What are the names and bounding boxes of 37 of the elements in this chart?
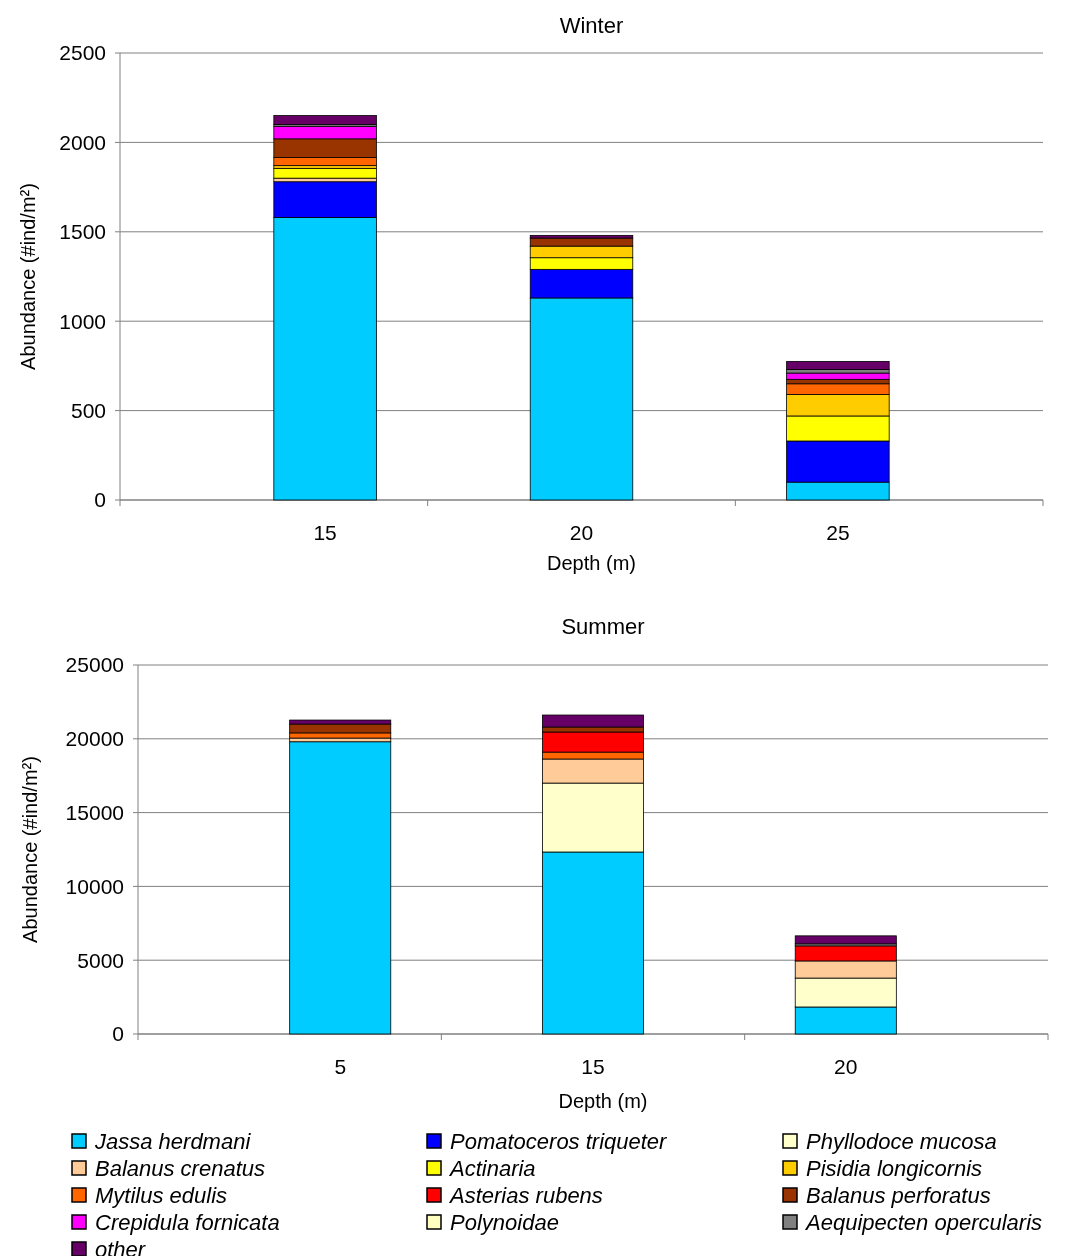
legend-label: Mytilus edulis: [95, 1182, 228, 1208]
y-tick-label: 15000: [65, 800, 124, 824]
y-tick-label: 2500: [59, 41, 106, 65]
legend-label: Phyllodoce mucosa: [806, 1128, 997, 1154]
legend-label: Pisidia longicornis: [806, 1155, 983, 1181]
legend-label: other: [95, 1236, 147, 1256]
y-tick-label: 10000: [65, 874, 124, 898]
legend-label: Balanus crenatus: [95, 1155, 265, 1181]
y-tick-label: 20000: [65, 727, 124, 751]
x-axis-title: Depth (m): [547, 552, 636, 574]
x-axis-title: Depth (m): [558, 1090, 648, 1112]
y-tick-label: 0: [94, 488, 106, 512]
x-tick-label: 5: [334, 1055, 347, 1078]
legend-label: Jassa herdmani: [94, 1128, 252, 1154]
legend-label: Crepidula fornicata: [95, 1209, 280, 1235]
legend-label: Balanus perforatus: [806, 1182, 991, 1208]
y-tick-label: 25000: [65, 653, 124, 677]
x-tick-label: 15: [313, 521, 337, 544]
y-axis-title: Abundance (#ind/m²): [19, 756, 41, 943]
y-axis-title: Abundance (#ind/m²): [17, 183, 39, 370]
legend-label: Pomatoceros triqueter: [450, 1128, 669, 1154]
legend-label: Asterias rubens: [448, 1182, 603, 1208]
legend-label: Actinaria: [448, 1155, 536, 1181]
chart-title: Winter: [559, 12, 624, 38]
chart-title: Summer: [561, 613, 645, 639]
legend-label: Aequipecten opercularis: [804, 1209, 1043, 1235]
x-tick-label: 20: [834, 1055, 858, 1078]
x-tick-label: 20: [569, 521, 594, 544]
y-tick-label: 5000: [77, 948, 124, 972]
y-tick-label: 0: [112, 1022, 124, 1046]
y-tick-label: 1000: [59, 309, 106, 333]
y-tick-label: 500: [70, 398, 106, 422]
y-tick-label: 2000: [59, 130, 106, 154]
legend-label: Polynoidae: [450, 1209, 559, 1235]
x-tick-label: 15: [581, 1055, 605, 1078]
x-tick-label: 25: [826, 521, 850, 544]
y-tick-label: 1500: [59, 220, 106, 244]
